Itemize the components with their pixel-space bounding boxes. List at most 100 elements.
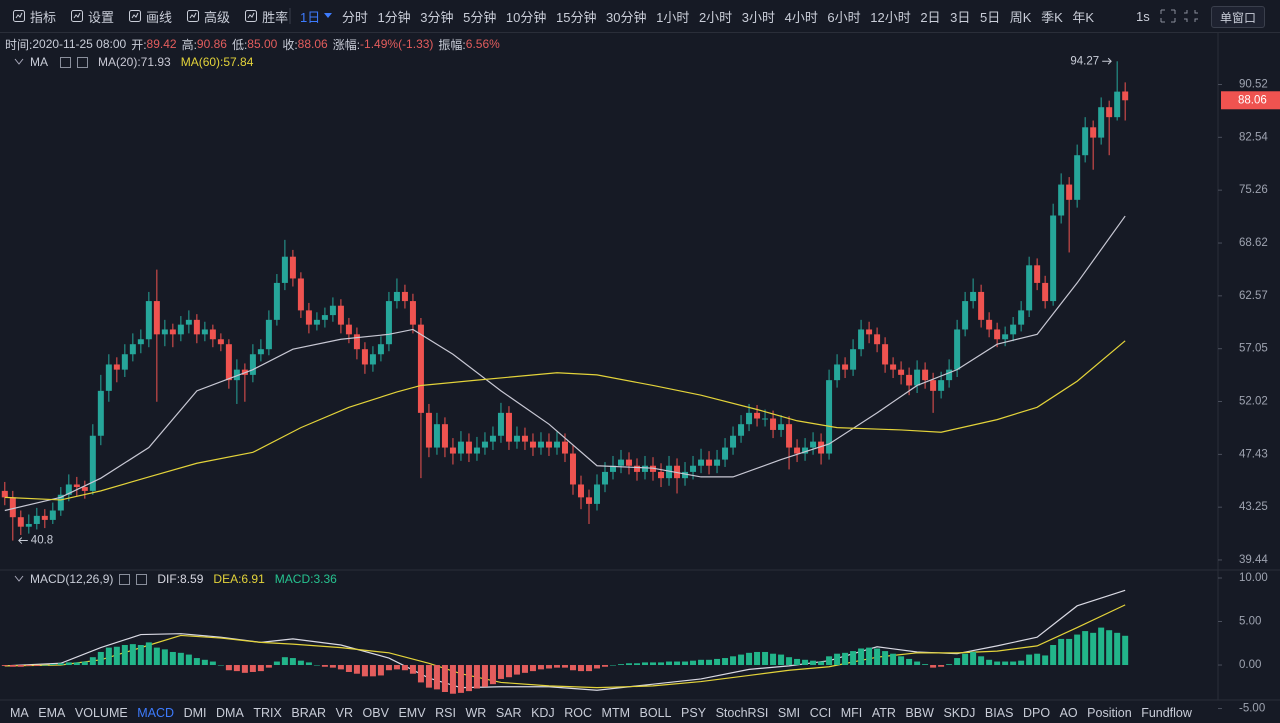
period[interactable]: 周K [1010, 7, 1032, 26]
tool[interactable]: 胜率 [244, 7, 288, 26]
histogram-bar [41, 665, 48, 666]
window-button[interactable]: 单窗口 [1211, 6, 1266, 28]
histogram-bar [1122, 635, 1129, 666]
histogram-bar [786, 657, 793, 666]
candle-body [473, 447, 480, 454]
period[interactable]: 1分钟 [377, 7, 410, 26]
period[interactable]: 5分钟 [463, 7, 496, 26]
indicator-tab[interactable]: MA [10, 705, 29, 720]
indicator-tab[interactable]: VOLUME [74, 705, 128, 720]
period[interactable]: 4小时 [785, 7, 818, 26]
candle-body [337, 305, 344, 325]
y-tick-label: 10.00 [1239, 572, 1268, 584]
period[interactable]: 年K [1072, 7, 1094, 26]
indicator-tab[interactable]: BOLL [639, 705, 672, 720]
candle-body [585, 497, 592, 504]
period[interactable]: 10分钟 [506, 7, 546, 26]
period[interactable]: 6小时 [827, 7, 860, 26]
collapse-chevron[interactable] [14, 58, 24, 66]
indicator-tab[interactable]: CCI [809, 705, 832, 720]
histogram-bar [177, 652, 184, 666]
tool[interactable]: 指标 [12, 7, 56, 26]
period[interactable]: 12小时 [870, 7, 910, 26]
histogram-bar [778, 654, 785, 666]
close-icon[interactable] [136, 573, 148, 585]
indicator-tab[interactable]: SKDJ [943, 705, 976, 720]
indicator-tab[interactable]: VR [335, 705, 353, 720]
histogram-bar [890, 653, 897, 666]
close-icon[interactable] [77, 56, 88, 68]
period[interactable]: 季K [1041, 7, 1063, 26]
histogram-bar [153, 647, 160, 666]
period[interactable]: 5日 [980, 7, 1000, 26]
histogram-bar [994, 661, 1001, 666]
indicator-tab[interactable]: OBV [362, 705, 389, 720]
indicator-tab[interactable]: ROC [564, 705, 592, 720]
indicator-tab[interactable]: PSY [681, 705, 707, 720]
indicator-tab[interactable]: BRAR [291, 705, 327, 720]
indicator-tab[interactable]: Fundflow [1141, 705, 1192, 720]
settings-icon[interactable] [60, 56, 71, 68]
period-label: 10分钟 [505, 9, 547, 25]
indicator-tab[interactable]: MFI [840, 705, 863, 720]
candle-body [489, 435, 496, 442]
candle-body [233, 369, 240, 381]
indicator-tab[interactable]: MACD [137, 705, 175, 720]
tool[interactable]: 画线 [128, 7, 172, 26]
period[interactable]: 1日 [300, 7, 333, 26]
histogram-bar [265, 665, 272, 668]
period[interactable]: 分时 [342, 7, 368, 26]
tool[interactable]: 设置 [70, 7, 114, 26]
collapse-chevron[interactable] [14, 575, 24, 583]
indicator-tab[interactable]: WR [465, 705, 487, 720]
period[interactable]: 3小时 [742, 7, 775, 26]
histogram-bar [17, 665, 24, 667]
candle-body [73, 484, 80, 488]
tool[interactable]: 高级 [186, 7, 230, 26]
histogram-bar [169, 651, 176, 666]
info-label: 高: [181, 37, 197, 52]
indicator-tab[interactable]: RSI [435, 705, 456, 720]
histogram-bar [353, 665, 360, 674]
period-label: 5分钟 [463, 9, 497, 25]
candle-body [762, 418, 769, 420]
indicator-tab[interactable]: SMI [777, 705, 801, 720]
period-label: 3分钟 [420, 9, 454, 25]
histogram-bar [674, 661, 681, 666]
candle-body [25, 523, 32, 527]
indicator-tab[interactable]: TRIX [253, 705, 282, 720]
period[interactable]: 30分钟 [606, 7, 646, 26]
indicator-tab[interactable]: Position [1087, 705, 1132, 720]
period[interactable]: 15分钟 [556, 7, 596, 26]
period[interactable]: 2日 [920, 7, 940, 26]
candle-body [113, 364, 120, 370]
indicator-tab[interactable]: DMI [183, 705, 207, 720]
fullscreen-icon[interactable] [1160, 9, 1176, 23]
indicator-tab[interactable]: StochRSI [715, 705, 769, 720]
indicator-tab[interactable]: EMA [38, 705, 66, 720]
indicator-tab[interactable]: KDJ [531, 705, 555, 720]
period[interactable]: 3日 [950, 7, 970, 26]
indicator-tab[interactable]: SAR [495, 705, 522, 720]
period[interactable]: 2小时 [699, 7, 732, 26]
collapse-icon[interactable] [1184, 10, 1198, 22]
indicator-tab[interactable]: BIAS [984, 705, 1014, 720]
refresh[interactable]: 1s [1136, 8, 1150, 24]
settings-icon[interactable] [119, 573, 131, 585]
indicator-tab[interactable]: MTM [601, 705, 630, 720]
y-tick-label: 52.02 [1239, 396, 1268, 408]
y-tick-label: 82.54 [1239, 131, 1268, 143]
indicator-tab[interactable]: BBW [905, 705, 934, 720]
candle-body [345, 324, 352, 335]
candle-body [1, 490, 8, 498]
indicator-tab[interactable]: DMA [216, 705, 244, 720]
indicator-tab[interactable]: AO [1059, 705, 1078, 720]
histogram-bar [73, 662, 80, 666]
period[interactable]: 1小时 [656, 7, 689, 26]
candle-body [754, 412, 761, 419]
indicator-tab[interactable]: EMV [398, 705, 426, 720]
period[interactable]: 3分钟 [420, 7, 453, 26]
candle-body [1122, 91, 1129, 101]
indicator-tab[interactable]: DPO [1022, 705, 1051, 720]
indicator-tab[interactable]: ATR [871, 705, 896, 720]
